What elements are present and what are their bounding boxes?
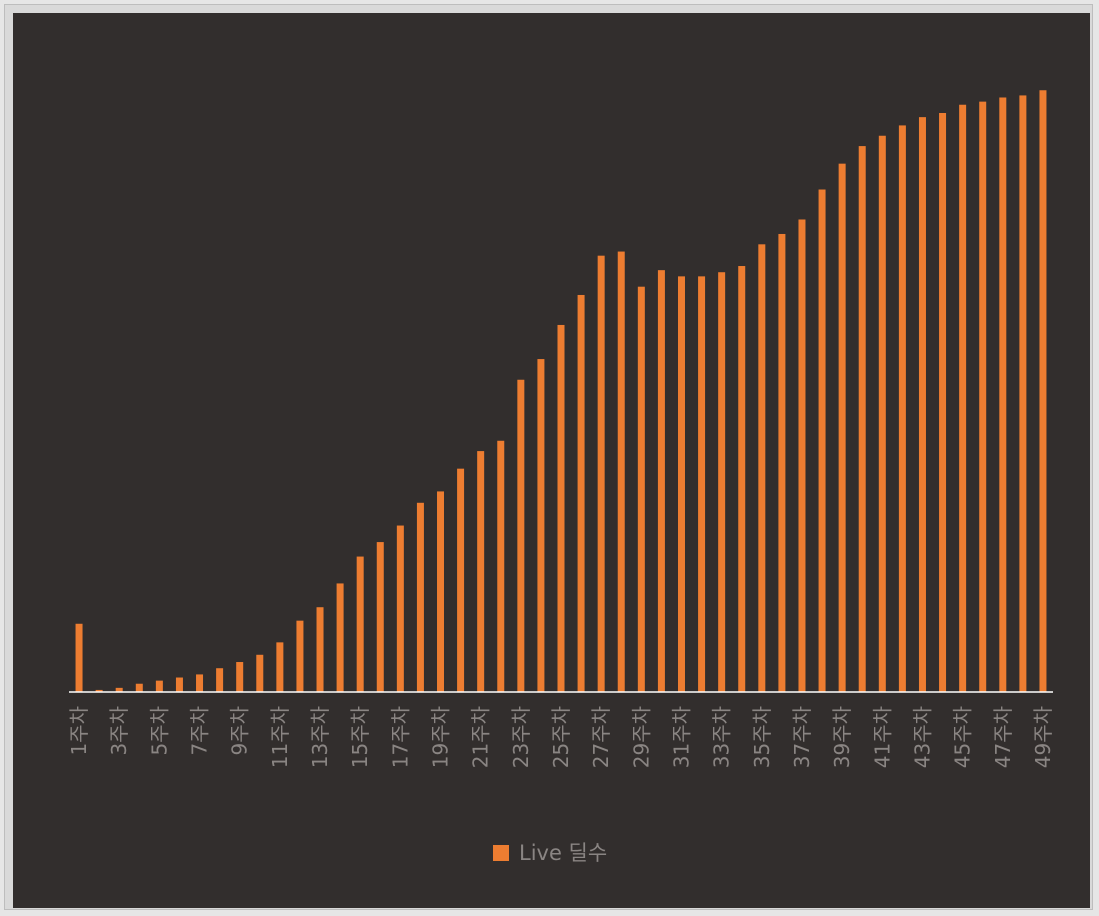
x-tick-label: 19주차 <box>429 706 453 768</box>
bar-26주차 <box>577 294 585 692</box>
x-tick-label: 13주차 <box>308 706 332 768</box>
bar-31주차 <box>677 276 685 692</box>
x-tick-label: 11주차 <box>268 706 292 768</box>
bar-17주차 <box>396 525 404 692</box>
x-tick-label: 9주차 <box>228 706 252 756</box>
bar-33주차 <box>718 272 726 692</box>
x-tick-label: 7주차 <box>188 706 212 756</box>
bar-1주차 <box>75 623 83 692</box>
bar-12주차 <box>296 620 304 692</box>
x-tick-label: 5주차 <box>147 706 171 756</box>
x-tick-label: 21주차 <box>469 706 493 768</box>
bar-46주차 <box>979 101 987 692</box>
chart-area: 1주차 3주차 5주차 7주차 9주차 11주차 13주차 15주차 17주차 19주차 21주차 2… <box>13 13 1090 908</box>
bar-10주차 <box>256 654 264 692</box>
legend-label: Live 딜수 <box>519 841 607 865</box>
bar-4주차 <box>135 683 143 692</box>
bar-9주차 <box>236 662 244 692</box>
bar-8주차 <box>216 668 224 692</box>
legend-swatch <box>493 845 509 861</box>
x-tick-label: 47주차 <box>991 706 1015 768</box>
bar-41주차 <box>878 135 886 692</box>
bar-45주차 <box>959 104 967 693</box>
x-tick-label: 15주차 <box>348 706 372 768</box>
bar-16주차 <box>376 542 384 692</box>
x-tick-label: 37주차 <box>790 706 814 768</box>
bar-44주차 <box>939 113 947 692</box>
x-tick-label: 23주차 <box>509 706 533 768</box>
x-tick-label: 45주차 <box>951 706 975 768</box>
bar-21주차 <box>477 451 485 692</box>
x-tick-label: 25주차 <box>549 706 573 768</box>
bar-6주차 <box>175 677 183 692</box>
bar-32주차 <box>698 276 706 692</box>
bar-42주차 <box>898 125 906 692</box>
x-tick-label: 41주차 <box>870 706 894 768</box>
x-tick-label: 33주차 <box>710 706 734 768</box>
bar-28주차 <box>617 251 625 693</box>
x-tick-labels: 1주차 3주차 5주차 7주차 9주차 11주차 13주차 15주차 17주차 19주차 21주차 2… <box>67 706 1055 768</box>
bar-38주차 <box>818 189 826 692</box>
bar-48주차 <box>1019 95 1027 693</box>
bar-18주차 <box>416 502 424 692</box>
x-tick-label: 1주차 <box>67 706 91 756</box>
bar-14주차 <box>336 583 344 692</box>
bar-11주차 <box>276 642 284 692</box>
x-tick-label: 49주차 <box>1031 706 1055 768</box>
bar-15주차 <box>356 556 364 692</box>
bar-43주차 <box>918 117 926 692</box>
bar-chart: 1주차 3주차 5주차 7주차 9주차 11주차 13주차 15주차 17주차 19주차 21주차 2… <box>67 90 1055 865</box>
x-tick-label: 31주차 <box>669 706 693 768</box>
bar-7주차 <box>196 674 204 692</box>
bar-36주차 <box>778 233 786 692</box>
bar-34주차 <box>738 266 746 692</box>
chart-frame: 1주차 3주차 5주차 7주차 9주차 11주차 13주차 15주차 17주차 19주차 21주차 2… <box>4 4 1093 910</box>
bar-5주차 <box>155 680 163 692</box>
x-tick-label: 3주차 <box>107 706 131 756</box>
x-tick-label: 27주차 <box>589 706 613 768</box>
bar-19주차 <box>437 491 445 692</box>
bar-35주차 <box>758 244 766 692</box>
bar-39주차 <box>838 163 846 692</box>
x-tick-label: 35주차 <box>750 706 774 768</box>
bar-25주차 <box>557 324 565 692</box>
bar-40주차 <box>858 146 866 693</box>
legend: Live 딜수 <box>493 841 607 865</box>
bar-37주차 <box>798 219 806 693</box>
bar-30주차 <box>657 270 665 692</box>
bars-group <box>75 90 1047 693</box>
bar-27주차 <box>597 255 605 692</box>
bar-2주차 <box>95 689 103 692</box>
x-tick-label: 29주차 <box>629 706 653 768</box>
bar-20주차 <box>457 468 465 692</box>
bar-49주차 <box>1039 90 1047 692</box>
bar-23주차 <box>517 379 525 692</box>
bar-3주차 <box>115 687 123 692</box>
bar-22주차 <box>497 440 505 692</box>
bar-29주차 <box>637 286 645 692</box>
x-tick-label: 17주차 <box>388 706 412 768</box>
bar-13주차 <box>316 607 324 692</box>
bar-47주차 <box>999 97 1007 693</box>
x-tick-label: 43주차 <box>910 706 934 768</box>
bar-24주차 <box>537 359 545 692</box>
x-tick-label: 39주차 <box>830 706 854 768</box>
